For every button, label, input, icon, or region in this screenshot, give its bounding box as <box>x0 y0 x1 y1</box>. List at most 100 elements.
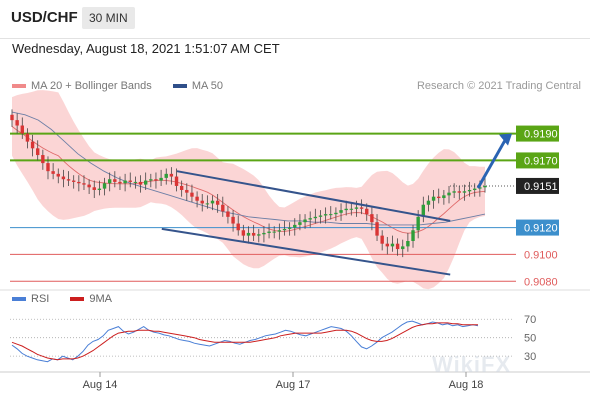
candle-body <box>380 235 384 244</box>
price-level-label: 0.9080 <box>524 276 558 288</box>
legend-item-rsi: RSI <box>12 293 49 305</box>
timeframe-button[interactable]: 30 MIN <box>82 7 135 29</box>
rsi-level-label: 30 <box>524 351 536 363</box>
candle-body <box>401 246 405 250</box>
rsi-line <box>11 320 479 363</box>
candle-body <box>46 163 50 172</box>
wikifx-watermark: WikiFX <box>432 352 512 377</box>
candle-body <box>385 243 390 247</box>
candle-body <box>15 120 19 126</box>
candle-body <box>56 173 60 177</box>
candle-body <box>293 224 297 228</box>
candle-body <box>447 192 451 196</box>
candle-body <box>87 184 91 188</box>
candle-body <box>318 215 323 217</box>
chart-datetime: Wednesday, August 18, 2021 1:51:07 AM CE… <box>12 41 280 56</box>
candle-body <box>303 219 307 223</box>
x-tick-label: Aug 18 <box>449 379 484 391</box>
candle-body <box>82 183 86 185</box>
legend-swatch-ma50 <box>172 84 187 89</box>
rsi-ma9-line <box>11 322 478 361</box>
candle-body <box>344 208 348 211</box>
candle-body <box>262 232 266 235</box>
candle-body <box>71 180 76 182</box>
candle-body <box>359 207 364 209</box>
candle-body <box>113 179 117 182</box>
candle-body <box>365 208 369 215</box>
candle-body <box>282 228 287 231</box>
candle-body <box>416 216 420 231</box>
x-tick-label: Aug 17 <box>276 379 311 391</box>
candle-body <box>159 177 163 181</box>
candle-body <box>272 231 276 233</box>
price-level-label: 0.9100 <box>524 249 558 261</box>
channel-upper-line <box>176 170 451 222</box>
candle-body <box>236 223 240 231</box>
candle-body <box>226 211 230 217</box>
candle-body <box>473 188 477 190</box>
candle-body <box>77 181 81 184</box>
candle-body <box>452 191 456 193</box>
candle-body <box>431 196 436 201</box>
candle-body <box>339 210 343 213</box>
candle-body <box>442 195 446 199</box>
candle-body <box>375 222 379 236</box>
price-level-label-box <box>516 125 559 142</box>
legend-item-bollinger: MA 20 + Bollinger Bands <box>12 80 152 92</box>
candle-body <box>287 227 292 229</box>
candle-body <box>390 243 395 247</box>
symbol-label: USD/CHF <box>11 9 78 26</box>
candle-body <box>205 203 210 205</box>
x-tick-label: Aug 14 <box>83 379 118 391</box>
channel-lower-line <box>161 227 451 276</box>
candle-body <box>298 222 302 225</box>
candle-body <box>92 187 96 190</box>
price-level-label-box <box>516 219 559 236</box>
candle-body <box>231 216 235 224</box>
candle-body <box>467 189 472 192</box>
target-arrow-head <box>499 133 512 146</box>
rsi-legend: RSI 9MA <box>12 293 130 305</box>
candle-body <box>267 231 271 233</box>
candle-body <box>174 176 179 186</box>
candle-body <box>313 216 318 219</box>
candle-body <box>190 192 194 197</box>
candle-body <box>329 214 333 216</box>
candle-body <box>102 183 107 189</box>
candle-body <box>149 179 153 181</box>
candle-body <box>251 232 256 236</box>
candle-body <box>421 204 426 217</box>
candle-body <box>200 200 204 204</box>
candle-body <box>138 181 143 185</box>
research-credit: Research © 2021 Trading Central <box>416 80 581 92</box>
price-level-label-box <box>516 177 559 194</box>
ma50-line <box>11 111 486 226</box>
candle-body <box>51 171 55 174</box>
candle-body <box>123 180 127 184</box>
legend-label-ma50: MA 50 <box>191 80 224 92</box>
price-level-label: 0.9120 <box>524 223 558 235</box>
candle-body <box>179 185 184 190</box>
legend-item-ma50: MA 50 <box>172 80 224 92</box>
candle-body <box>36 148 40 156</box>
candle-body <box>41 155 45 164</box>
candle-body <box>143 180 148 185</box>
candle-body <box>30 141 35 149</box>
candle-body <box>221 204 225 212</box>
candle-body <box>133 181 138 183</box>
candle-body <box>354 207 359 209</box>
candle-body <box>25 133 30 142</box>
candle-body <box>20 125 24 134</box>
candle-body <box>457 191 461 193</box>
legend-label-bollinger: MA 20 + Bollinger Bands <box>31 80 152 92</box>
price-level-label-box <box>516 152 559 169</box>
legend-swatch-9ma <box>70 297 85 302</box>
candle-body <box>308 218 312 220</box>
legend-label-rsi: RSI <box>31 293 50 305</box>
candle-body <box>478 187 482 189</box>
price-legend: MA 20 + Bollinger Bands MA 50 <box>12 80 241 94</box>
candle-body <box>164 173 168 178</box>
ma20-line <box>11 126 486 234</box>
rsi-level-label: 70 <box>524 314 536 326</box>
